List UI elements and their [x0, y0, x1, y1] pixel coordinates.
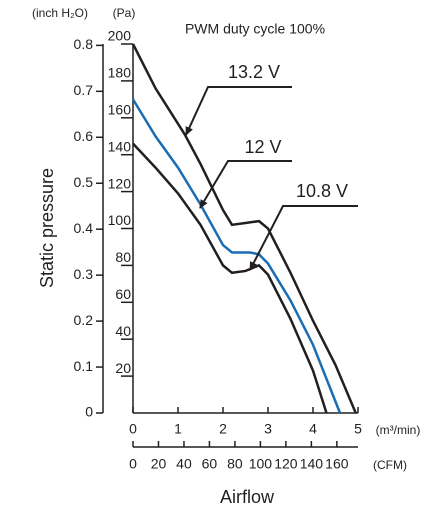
- x-axis-title: Airflow: [220, 487, 275, 507]
- y-tick-label: 80: [115, 249, 131, 265]
- callout: [185, 86, 292, 136]
- y2-tick-label: 0.4: [74, 220, 94, 236]
- x-tick-label: 5: [354, 421, 362, 437]
- x2-tick-label: 140: [300, 456, 324, 472]
- x2-tick-label: 0: [129, 456, 137, 472]
- y2-tick-label: 0.6: [74, 128, 94, 144]
- y-tick-label: 60: [115, 286, 131, 302]
- x2-tick-label: 120: [274, 456, 298, 472]
- x2-tick-label: 100: [249, 456, 273, 472]
- y2-tick-label: 0.5: [74, 174, 94, 190]
- x2-tick-label: 40: [176, 456, 192, 472]
- curve: [132, 142, 328, 414]
- curve: [131, 43, 357, 414]
- x2-tick-label: 60: [202, 456, 218, 472]
- chart-title: PWM duty cycle 100%: [185, 21, 325, 37]
- callout: [199, 160, 292, 209]
- y-tick-label: 140: [108, 138, 132, 154]
- x2-tick-label: 20: [151, 456, 167, 472]
- curve: [131, 98, 342, 414]
- x-tick-label: 3: [264, 421, 272, 437]
- x-tick-label: 4: [309, 421, 317, 437]
- series-label: 12 V: [244, 137, 281, 157]
- y-tick-label: 20: [115, 360, 131, 376]
- y2-tick-label: 0.3: [74, 266, 94, 282]
- callout: [249, 205, 358, 271]
- y-tick-label: 120: [108, 175, 132, 191]
- y-tick-label: 40: [115, 323, 131, 339]
- y2-tick-label: 0.8: [74, 36, 94, 52]
- y2-tick-label: 0.7: [74, 82, 94, 98]
- y-unit: (Pa): [113, 6, 136, 20]
- x-tick-label: 0: [129, 421, 137, 437]
- y-axis-title: Static pressure: [37, 168, 57, 288]
- series-label: 13.2 V: [228, 62, 280, 82]
- y2-tick-label: 0: [85, 404, 93, 420]
- series-label: 10.8 V: [296, 181, 348, 201]
- y2-tick-label: 0.1: [74, 358, 94, 374]
- x-unit: (m³/min): [376, 423, 421, 437]
- y-tick-label: 160: [108, 102, 132, 118]
- x-tick-label: 1: [174, 421, 182, 437]
- y-tick-label: 200: [108, 28, 132, 44]
- x2-tick-label: 160: [325, 456, 349, 472]
- y-tick-label: 100: [108, 212, 132, 228]
- y2-unit: (inch H₂O): [32, 6, 88, 20]
- x-tick-label: 2: [219, 421, 227, 437]
- x2-unit: (CFM): [373, 458, 407, 472]
- x2-tick-label: 80: [227, 456, 243, 472]
- y2-tick-label: 0.2: [74, 312, 94, 328]
- y-tick-label: 180: [108, 65, 132, 81]
